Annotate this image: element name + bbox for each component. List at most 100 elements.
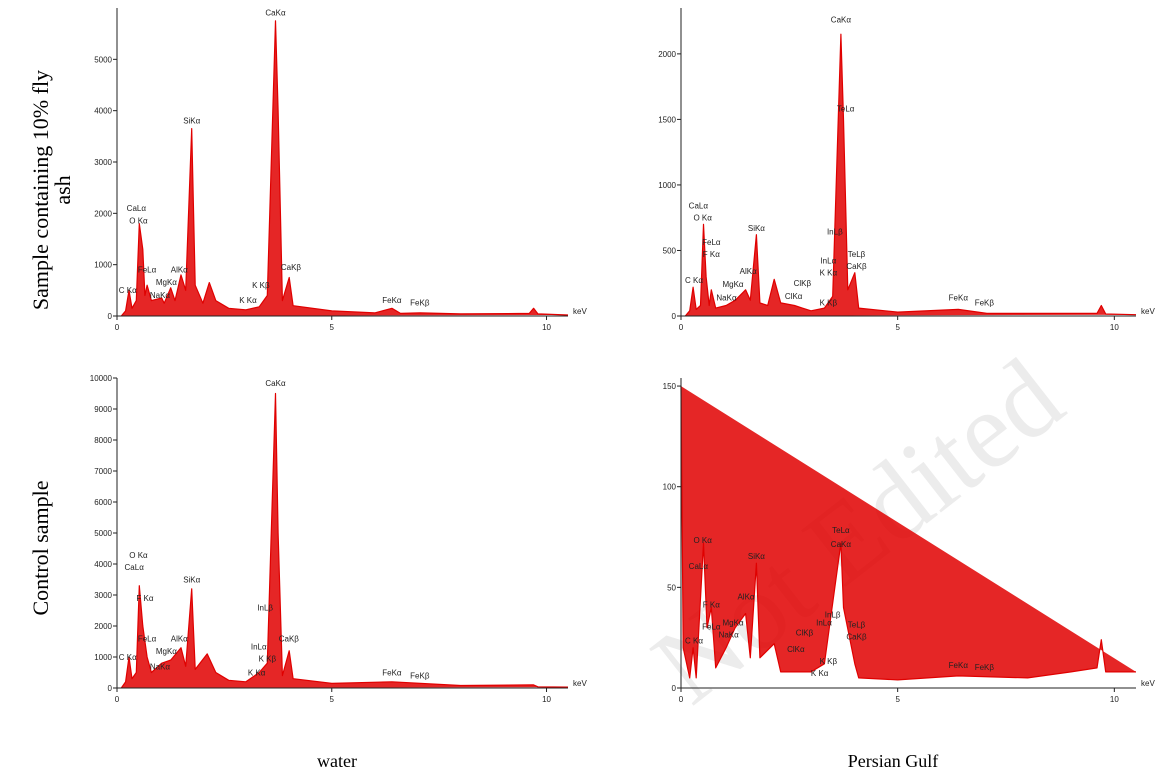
peak-label: C Kα — [119, 653, 137, 662]
y-tick-label: 10000 — [90, 374, 113, 383]
peak-label: CaKβ — [279, 635, 300, 644]
peak-label: FeKα — [949, 661, 969, 670]
x-tick-label: 10 — [1110, 695, 1119, 704]
peak-label: K Kβ — [259, 655, 277, 664]
spectrum — [120, 20, 569, 317]
peak-label: FeKβ — [410, 299, 430, 308]
y-tick-label: 1000 — [94, 261, 112, 270]
peak-label: K Kβ — [252, 281, 270, 290]
y-tick-label: 0 — [672, 684, 677, 693]
y-tick-label: 1000 — [94, 653, 112, 662]
y-tick-label: 0 — [108, 684, 113, 693]
peak-label: CaLα — [127, 204, 147, 213]
y-tick-label: 5000 — [94, 55, 112, 64]
spectrum — [684, 33, 1137, 317]
peak-label: CaKα — [831, 15, 852, 24]
y-tick-label: 500 — [663, 246, 677, 255]
peak-label: O Kα — [693, 536, 712, 545]
x-tick-label: 10 — [542, 323, 551, 332]
y-tick-label: 1000 — [658, 181, 676, 190]
peak-label: C Kα — [685, 637, 703, 646]
peak-label: FeLα — [702, 238, 721, 247]
peak-label: FeKα — [382, 296, 402, 305]
peak-label: NaKα — [150, 291, 171, 300]
x-axis-label: keV — [573, 307, 587, 316]
peak-label: FeKβ — [975, 663, 995, 672]
y-tick-label: 8000 — [94, 436, 112, 445]
peak-label: F Kα — [703, 600, 720, 609]
peak-label: K Kα — [248, 669, 266, 678]
peak-label: AlKα — [740, 267, 757, 276]
peak-label: FeKα — [382, 669, 402, 678]
peak-label: FeKβ — [410, 672, 430, 681]
y-tick-label: 7000 — [94, 467, 112, 476]
peak-label: C Kα — [119, 286, 137, 295]
x-tick-label: 0 — [115, 323, 120, 332]
x-tick-label: 5 — [895, 323, 900, 332]
column-label: water — [317, 751, 357, 771]
y-tick-label: 3000 — [94, 158, 112, 167]
peak-label: InLβ — [827, 228, 843, 237]
peak-label: O Kα — [129, 551, 148, 560]
peak-label: ClKα — [785, 292, 803, 301]
x-axis-label: keV — [1141, 679, 1155, 688]
x-axis-label: keV — [573, 679, 587, 688]
peak-label: InLα — [816, 619, 832, 628]
peak-label: InLβ — [825, 611, 841, 620]
peak-label: MgKα — [156, 647, 177, 656]
row-label: ash — [50, 175, 75, 204]
peak-label: FeKα — [949, 293, 969, 302]
peak-label: CaKα — [265, 9, 286, 18]
y-tick-label: 4000 — [94, 560, 112, 569]
peak-label: TeLβ — [848, 621, 866, 630]
y-tick-label: 150 — [663, 382, 677, 391]
peak-label: TeLβ — [848, 250, 866, 259]
peak-label: InLα — [251, 642, 267, 651]
peak-label: K Kα — [239, 296, 257, 305]
peak-label: InLα — [820, 257, 836, 266]
peak-label: SiKα — [183, 576, 200, 585]
peak-label: CaLα — [689, 562, 709, 571]
peak-label: MgKα — [722, 280, 743, 289]
y-tick-label: 2000 — [658, 50, 676, 59]
spectrum — [680, 386, 1136, 681]
peak-label: FeLα — [138, 265, 157, 274]
peak-label: CaKα — [831, 540, 852, 549]
y-tick-label: 6000 — [94, 498, 112, 507]
peak-label: InLβ — [257, 604, 273, 613]
peak-label: F Kα — [703, 250, 720, 259]
peak-label: K Kβ — [820, 299, 838, 308]
peak-label: CaLα — [689, 202, 709, 211]
y-tick-label: 1500 — [658, 115, 676, 124]
peak-label: C Kα — [685, 276, 703, 285]
peak-label: NaKα — [716, 293, 737, 302]
x-tick-label: 5 — [330, 323, 335, 332]
peak-label: AlKα — [171, 265, 188, 274]
peak-label: AlKα — [737, 592, 754, 601]
y-tick-label: 2000 — [94, 209, 112, 218]
peak-label: K Kβ — [820, 657, 838, 666]
y-tick-label: 9000 — [94, 405, 112, 414]
peak-label: AlKα — [171, 635, 188, 644]
peak-label: F Kα — [136, 594, 153, 603]
peak-label: CaKβ — [281, 263, 302, 272]
peak-label: TeLα — [832, 526, 850, 535]
x-tick-label: 0 — [679, 323, 684, 332]
y-tick-label: 50 — [667, 583, 676, 592]
peak-label: FeLα — [702, 623, 721, 632]
x-tick-label: 0 — [115, 695, 120, 704]
peak-label: CaLα — [125, 563, 145, 572]
peak-label: TeLα — [837, 105, 855, 114]
x-tick-label: 5 — [330, 695, 335, 704]
y-tick-label: 4000 — [94, 107, 112, 116]
peak-label: K Kα — [811, 669, 829, 678]
y-tick-label: 0 — [108, 312, 113, 321]
y-tick-label: 3000 — [94, 591, 112, 600]
peak-label: CaKβ — [846, 262, 867, 271]
x-tick-label: 0 — [679, 695, 684, 704]
peak-label: ClKβ — [794, 279, 812, 288]
x-axis-label: keV — [1141, 307, 1155, 316]
y-tick-label: 5000 — [94, 529, 112, 538]
peak-label: SiKα — [748, 552, 765, 561]
